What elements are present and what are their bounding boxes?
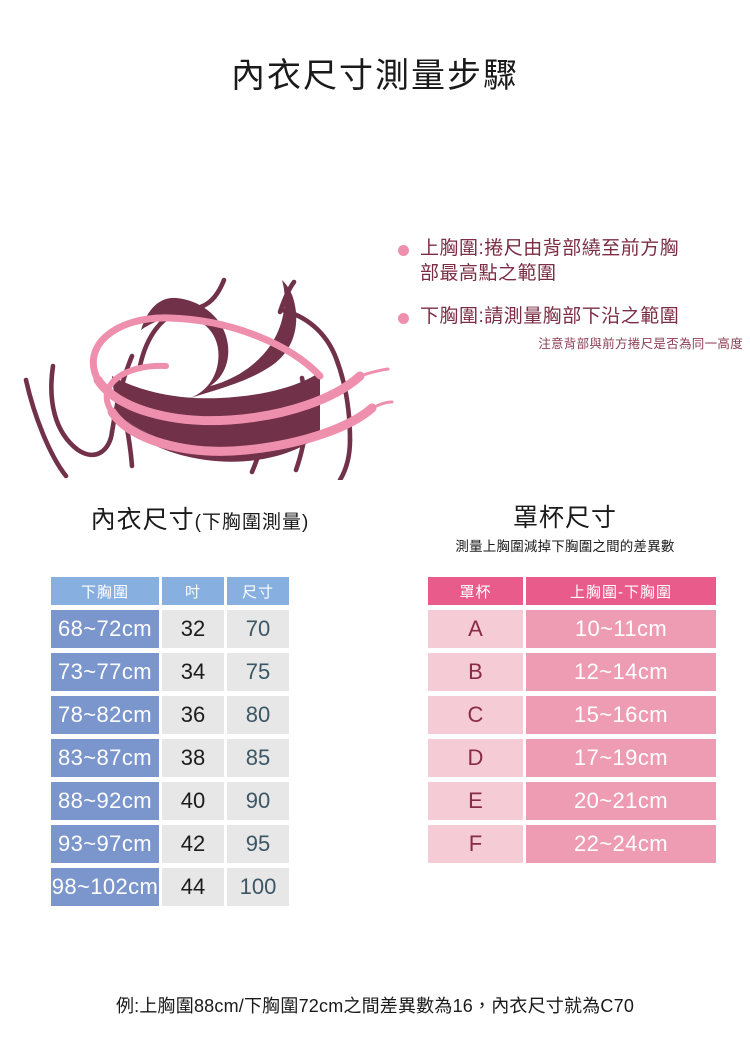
table-row: D 17~19cm (428, 739, 716, 777)
size-table: 下胸圍 吋 尺寸 68~72cm 32 70 73~77cm 34 75 78~… (48, 572, 292, 911)
size-cell-range: 93~97cm (51, 825, 159, 863)
callout-under-bust: 下胸圍:請測量胸部下沿之範圍 注意背部與前方捲尺是否為同一高度 (398, 304, 743, 352)
size-cell-range: 98~102cm (51, 868, 159, 906)
cup-table-header-difference: 上胸圍-下胸圍 (526, 577, 716, 605)
cup-cell-letter: E (428, 782, 523, 820)
callout-under-bust-label: 下胸圍:請測量胸部下沿之範圍 (420, 306, 680, 328)
bra-upper-shape (141, 280, 297, 398)
page-title: 內衣尺寸測量步驟 (231, 57, 519, 95)
cup-cell-difference: 22~24cm (526, 825, 716, 863)
callout-upper-bust-label: 上胸圍:捲尺由背部繞至前方胸 部最高點之範圍 (420, 238, 680, 285)
cup-table-header-row: 罩杯 上胸圍-下胸圍 (428, 577, 716, 605)
bullet-dot-icon (398, 313, 409, 325)
size-section-title-paren: (下胸圍測量) (194, 512, 310, 533)
size-table-header-row: 下胸圍 吋 尺寸 (51, 577, 289, 605)
table-row: 88~92cm 40 90 (51, 782, 289, 820)
torso-diagram-svg (23, 277, 394, 480)
table-row: 68~72cm 32 70 (51, 610, 289, 648)
table-row: 93~97cm 42 95 (51, 825, 289, 863)
cup-cell-difference: 15~16cm (526, 696, 716, 734)
size-table-header-inch: 吋 (162, 577, 224, 605)
size-cell-size: 80 (227, 696, 289, 734)
size-cell-inch: 40 (162, 782, 224, 820)
cup-cell-letter: B (428, 653, 523, 691)
size-cell-size: 75 (227, 653, 289, 691)
table-row: C 15~16cm (428, 696, 716, 734)
size-table-header-size: 尺寸 (227, 577, 289, 605)
size-cell-inch: 32 (162, 610, 224, 648)
callout-upper-bust: 上胸圍:捲尺由背部繞至前方胸 部最高點之範圍 (398, 236, 743, 286)
table-row: B 12~14cm (428, 653, 716, 691)
table-row: F 22~24cm (428, 825, 716, 863)
size-cell-range: 88~92cm (51, 782, 159, 820)
under-bust-tape (103, 362, 394, 456)
cup-cell-difference: 17~19cm (526, 739, 716, 777)
size-cell-size: 85 (227, 739, 289, 777)
example-note: 例:上胸圍88cm/下胸圍72cm之間差異數為16，內衣尺寸就為C70 (115, 996, 635, 1016)
cup-cell-letter: A (428, 610, 523, 648)
size-section-title-main: 內衣尺寸 (90, 506, 195, 534)
table-row: 83~87cm 38 85 (51, 739, 289, 777)
size-cell-size: 95 (227, 825, 289, 863)
size-table-header-underbust: 下胸圍 (51, 577, 159, 605)
table-row: E 20~21cm (428, 782, 716, 820)
size-cell-size: 100 (227, 868, 289, 906)
measurement-callouts: 上胸圍:捲尺由背部繞至前方胸 部最高點之範圍 下胸圍:請測量胸部下沿之範圍 注意… (398, 236, 743, 352)
upper-bust-tape (89, 314, 390, 426)
cup-cell-letter: D (428, 739, 523, 777)
cup-cell-letter: C (428, 696, 523, 734)
cup-cell-difference: 20~21cm (526, 782, 716, 820)
bust-measurement-illustration (20, 140, 440, 480)
cup-table-header-cup: 罩杯 (428, 577, 523, 605)
table-row: 98~102cm 44 100 (51, 868, 289, 906)
table-row: 78~82cm 36 80 (51, 696, 289, 734)
callout-under-bust-note: 注意背部與前方捲尺是否為同一高度 (538, 337, 743, 352)
size-cell-range: 68~72cm (51, 610, 159, 648)
size-section-title: 內衣尺寸(下胸圍測量) (20, 500, 380, 536)
size-cell-inch: 36 (162, 696, 224, 734)
cup-cell-letter: F (428, 825, 523, 863)
bra-band-shape (112, 372, 320, 452)
size-cell-inch: 42 (162, 825, 224, 863)
bra-center-seam (167, 335, 189, 386)
size-cell-range: 83~87cm (51, 739, 159, 777)
size-cell-range: 78~82cm (51, 696, 159, 734)
cup-section-subtitle: 測量上胸圍減掉下胸圍之間的差異數 (455, 539, 675, 554)
size-cell-size: 70 (227, 610, 289, 648)
size-cell-inch: 44 (162, 868, 224, 906)
size-cell-inch: 34 (162, 653, 224, 691)
table-row: 73~77cm 34 75 (51, 653, 289, 691)
size-cell-inch: 38 (162, 739, 224, 777)
cup-cell-difference: 12~14cm (526, 653, 716, 691)
cup-cell-difference: 10~11cm (526, 610, 716, 648)
cup-table: 罩杯 上胸圍-下胸圍 A 10~11cm B 12~14cm C 15~16cm… (425, 572, 719, 868)
table-row: A 10~11cm (428, 610, 716, 648)
bullet-dot-icon (398, 245, 409, 256)
size-cell-size: 90 (227, 782, 289, 820)
size-cell-range: 73~77cm (51, 653, 159, 691)
cup-section-title: 罩杯尺寸 (512, 504, 617, 532)
